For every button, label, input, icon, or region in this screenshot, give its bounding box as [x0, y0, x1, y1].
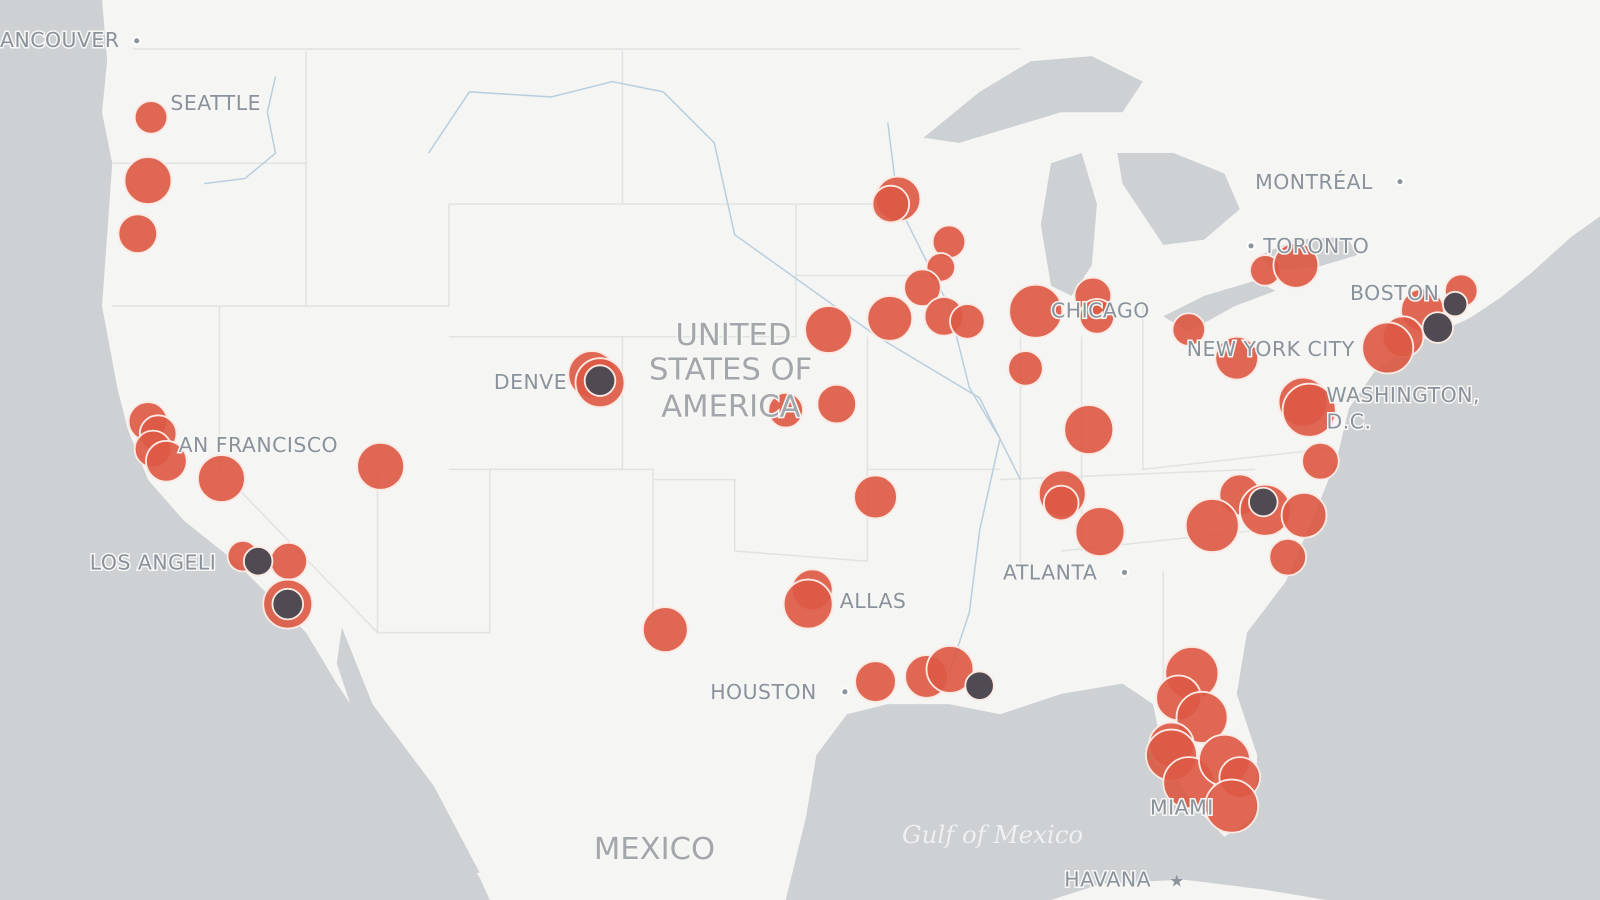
- label-montreal: MONTRÉAL: [1255, 169, 1373, 194]
- city-dot-toronto: [1246, 241, 1256, 251]
- map-marker[interactable]: [1074, 506, 1126, 558]
- state-borders: [112, 48, 1327, 694]
- label-los-angeles: LOS ANGELI: [90, 550, 216, 574]
- label-washington-1: WASHINGTON,: [1327, 383, 1480, 407]
- map-marker[interactable]: [767, 391, 804, 429]
- map-marker[interactable]: [1268, 537, 1308, 577]
- map-marker[interactable]: [853, 474, 898, 520]
- map-marker-secondary[interactable]: [242, 546, 274, 577]
- map-marker[interactable]: [123, 156, 173, 205]
- map-marker[interactable]: [356, 441, 406, 491]
- label-mexico: MEXICO: [594, 832, 715, 867]
- map-marker[interactable]: [1272, 241, 1320, 289]
- map-marker[interactable]: [641, 606, 689, 653]
- label-denver: DENVE: [494, 370, 567, 394]
- map-marker[interactable]: [949, 303, 986, 340]
- map-marker[interactable]: [854, 660, 897, 703]
- map-marker[interactable]: [871, 184, 911, 224]
- map-marker[interactable]: [145, 439, 188, 483]
- map-marker[interactable]: [1007, 350, 1044, 387]
- map-marker-secondary[interactable]: [1441, 290, 1469, 318]
- label-houston: HOUSTON: [710, 680, 817, 704]
- label-seattle: SEATTLE: [170, 91, 261, 115]
- map-marker[interactable]: [1008, 283, 1064, 339]
- label-havana: HAVANA: [1064, 868, 1151, 892]
- map-marker[interactable]: [782, 578, 834, 630]
- label-chicago: CHICAGO: [1051, 298, 1150, 322]
- map-marker[interactable]: [1301, 441, 1340, 481]
- marker-layer: [117, 100, 1479, 834]
- map-marker[interactable]: [1214, 335, 1260, 381]
- city-dot-atlanta: [1119, 567, 1130, 578]
- map-marker[interactable]: [866, 295, 914, 342]
- map-marker[interactable]: [1281, 382, 1337, 438]
- label-miami: MIAMI: [1150, 795, 1214, 819]
- capital-star-icon: ★: [1169, 872, 1184, 891]
- map-marker[interactable]: [1171, 312, 1207, 347]
- map-marker[interactable]: [1204, 778, 1260, 834]
- map-marker[interactable]: [1184, 498, 1240, 553]
- label-vancouver: ANCOUVER: [0, 28, 120, 52]
- land-mass: [102, 0, 1600, 900]
- rivers: [203, 76, 1022, 674]
- label-dallas: ALLAS: [840, 589, 907, 613]
- map-marker-secondary[interactable]: [1421, 311, 1454, 344]
- map-marker[interactable]: [925, 645, 975, 694]
- label-atlanta: ATLANTA: [1003, 561, 1097, 585]
- label-washington-2: D.C.: [1327, 410, 1372, 434]
- label-toronto: TORONTO: [1262, 234, 1369, 258]
- map-labels: ANCOUVER SEATTLE AN FRANCISCO LOS ANGELI…: [0, 26, 1481, 893]
- city-dot-vancouver: [132, 36, 142, 46]
- label-usa-3: AMERICA: [661, 389, 800, 424]
- gulf-of-california: [336, 627, 480, 878]
- label-san-francisco: AN FRANCISCO: [179, 433, 339, 457]
- map-marker-secondary[interactable]: [1248, 486, 1279, 518]
- map-marker[interactable]: [133, 100, 169, 135]
- label-new-york: NEW YORK CITY: [1187, 337, 1355, 361]
- map-marker[interactable]: [1280, 491, 1328, 539]
- label-usa-2: STATES OF: [649, 353, 812, 388]
- map-marker-secondary[interactable]: [271, 587, 304, 621]
- map-marker[interactable]: [269, 541, 309, 581]
- map-marker[interactable]: [1042, 484, 1080, 522]
- label-gulf-of-mexico: Gulf of Mexico: [902, 820, 1083, 849]
- map-marker[interactable]: [117, 213, 159, 254]
- map-marker-secondary[interactable]: [583, 364, 617, 397]
- label-boston: BOSTON: [1350, 281, 1439, 305]
- cuba: [1051, 879, 1327, 900]
- map-marker[interactable]: [1063, 404, 1115, 456]
- map-marker[interactable]: [197, 454, 246, 503]
- map-marker[interactable]: [804, 305, 853, 354]
- map-marker[interactable]: [816, 383, 858, 425]
- city-dot-montreal: [1395, 177, 1405, 187]
- map-marker-secondary[interactable]: [964, 670, 995, 701]
- city-dot-houston: [840, 687, 850, 697]
- label-usa-1: UNITED: [676, 318, 792, 353]
- map-marker[interactable]: [1361, 321, 1415, 375]
- map-marker[interactable]: [1078, 298, 1116, 335]
- map-marker[interactable]: [903, 268, 942, 308]
